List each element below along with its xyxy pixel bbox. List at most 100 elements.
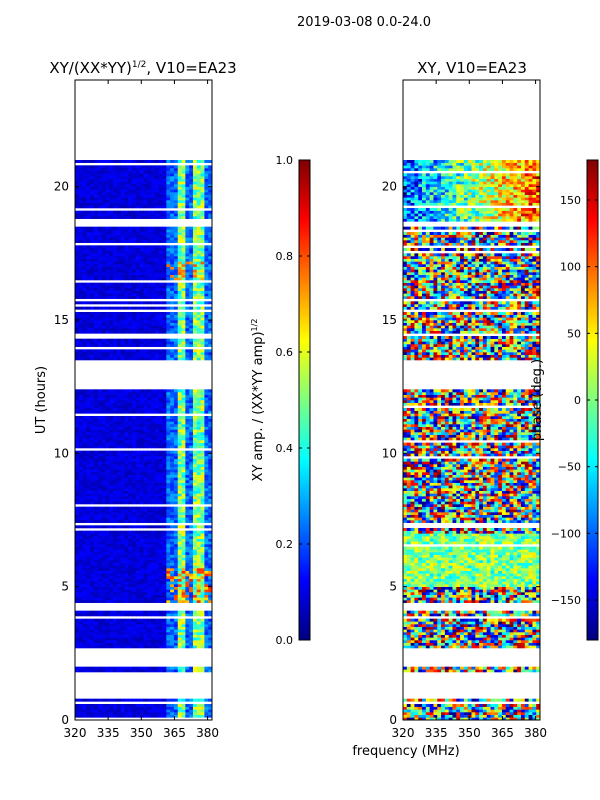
heatmap-cell: [181, 405, 186, 409]
heatmap-cell: [204, 314, 209, 318]
heatmap-cell: [78, 552, 84, 555]
heatmap-cell: [78, 349, 84, 353]
heatmap-cell: [147, 477, 152, 481]
heatmap-cell: [170, 258, 175, 262]
heatmap-cell: [196, 394, 201, 398]
heatmap-cell: [78, 416, 84, 419]
heatmap-cell: [189, 354, 194, 358]
heatmap-cell: [177, 536, 182, 539]
heatmap-cell: [208, 538, 213, 542]
heatmap-cell: [189, 565, 194, 569]
heatmap-cell: [101, 480, 106, 483]
heatmap-cell: [170, 589, 175, 593]
heatmap-cell: [105, 440, 110, 443]
heatmap-cell: [128, 472, 133, 475]
heatmap-cell: [143, 429, 148, 433]
heatmap-cell: [120, 293, 125, 297]
heatmap-cell: [105, 397, 110, 401]
heatmap-cell: [109, 584, 114, 587]
heatmap-cell: [90, 456, 95, 459]
heatmap-cell: [173, 530, 179, 534]
heatmap-cell: [135, 256, 141, 259]
heatmap-cell: [200, 568, 205, 571]
heatmap-cell: [135, 669, 141, 673]
heatmap-cell: [181, 293, 186, 297]
heatmap-cell: [97, 285, 103, 289]
heatmap-cell: [97, 610, 103, 614]
heatmap-cell: [101, 232, 106, 235]
heatmap-cell: [120, 517, 125, 521]
heatmap-cell: [113, 472, 118, 475]
heatmap-cell: [143, 706, 148, 710]
heatmap-cell: [147, 317, 152, 321]
heatmap-cell: [166, 389, 171, 393]
heatmap-cell: [120, 282, 125, 286]
heatmap-cell: [120, 477, 125, 481]
heatmap-cell: [109, 456, 114, 459]
heatmap-cell: [185, 330, 190, 334]
heatmap-cell: [139, 586, 144, 590]
heatmap-cell: [181, 394, 186, 398]
heatmap-cell: [166, 706, 171, 710]
heatmap-cell: [166, 594, 171, 598]
heatmap-cell: [192, 288, 198, 291]
heatmap-cell: [151, 317, 156, 321]
heatmap-cell: [158, 490, 163, 494]
heatmap-cell: [78, 274, 84, 278]
heatmap-cell: [170, 344, 175, 347]
heatmap-cell: [94, 642, 99, 646]
heatmap-cell: [170, 546, 175, 550]
heatmap-cell: [162, 394, 167, 398]
heatmap-cell: [94, 277, 99, 281]
heatmap-cell: [196, 349, 201, 353]
heatmap-cell: [181, 232, 186, 235]
heatmap-cell: [139, 552, 144, 555]
heatmap-cell: [170, 520, 175, 523]
heatmap-cell: [139, 432, 144, 435]
heatmap-cell: [120, 581, 125, 585]
heatmap-cell: [166, 258, 171, 262]
heatmap-cell: [86, 562, 91, 566]
heatmap-cell: [162, 229, 167, 233]
heatmap-cell: [86, 328, 91, 331]
heatmap-cell: [97, 706, 103, 710]
heatmap-cell: [200, 520, 205, 523]
heatmap-cell: [116, 581, 122, 585]
heatmap-cell: [86, 338, 91, 342]
heatmap-cell: [128, 581, 133, 585]
heatmap-cell: [147, 482, 152, 486]
heatmap-cell: [109, 237, 114, 241]
heatmap-cell: [139, 485, 144, 489]
heatmap-cell: [82, 512, 87, 515]
heatmap-cell: [128, 418, 133, 422]
heatmap-cell: [128, 610, 133, 614]
heatmap-cell: [75, 698, 80, 702]
heatmap-cell: [158, 328, 163, 331]
heatmap-cell: [116, 709, 122, 713]
heatmap-cell: [170, 277, 175, 281]
heatmap-cell: [135, 490, 141, 494]
heatmap-cell: [173, 400, 179, 403]
heatmap-cell: [181, 450, 186, 454]
heatmap-cell: [147, 432, 152, 435]
heatmap-cell: [177, 317, 182, 321]
heatmap-cell: [154, 554, 160, 558]
heatmap-cell: [154, 450, 160, 454]
heatmap-cell: [196, 530, 201, 534]
heatmap-cell: [208, 629, 213, 633]
heatmap-cell: [177, 632, 182, 635]
heatmap-cell: [151, 600, 156, 603]
heatmap-cell: [101, 464, 106, 467]
heatmap-cell: [97, 410, 103, 414]
heatmap-cell: [86, 466, 91, 470]
heatmap-cell: [120, 330, 125, 334]
heatmap-cell: [116, 632, 122, 635]
heatmap-cell: [78, 576, 84, 579]
heatmap-cell: [109, 712, 114, 715]
heatmap-cell: [200, 557, 205, 561]
heatmap-cell: [185, 400, 190, 403]
heatmap-cell: [75, 285, 80, 289]
heatmap-cell: [196, 322, 201, 326]
heatmap-cell: [116, 600, 122, 603]
heatmap-cell: [90, 442, 95, 446]
